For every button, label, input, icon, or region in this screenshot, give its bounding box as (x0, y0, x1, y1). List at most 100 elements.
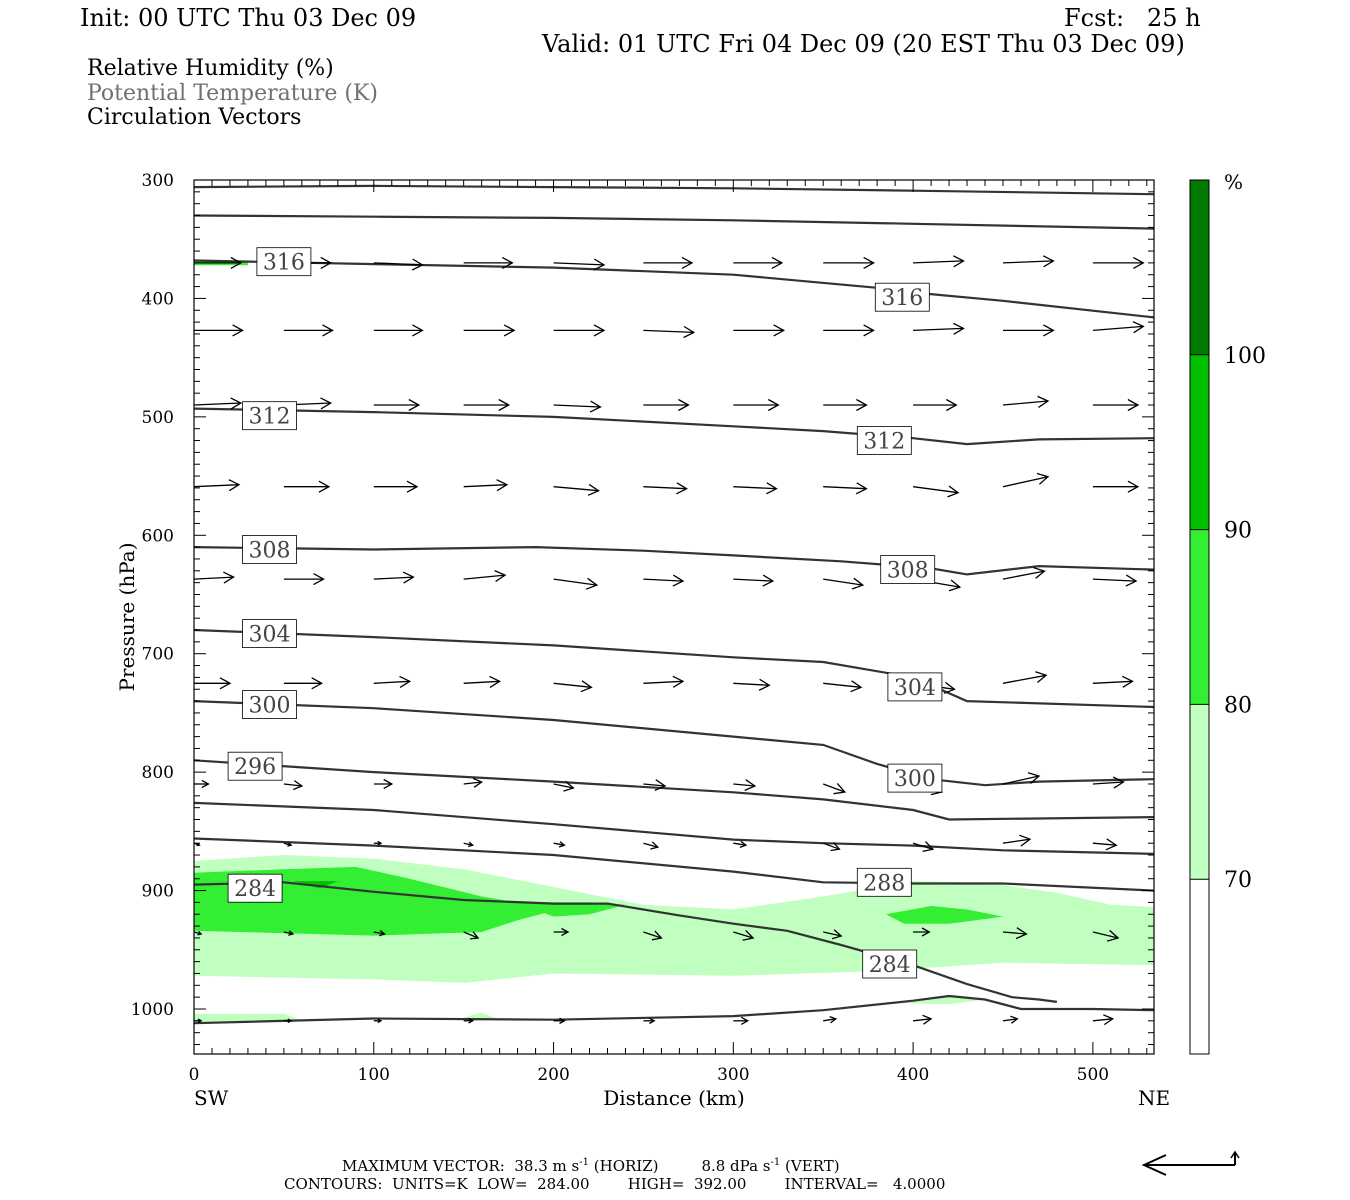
wind-vector (553, 1017, 566, 1025)
wind-vector (283, 842, 293, 847)
y-tick-label: 800 (142, 763, 174, 783)
wind-vector (823, 398, 868, 412)
wind-vector (1002, 772, 1041, 785)
wind-vector (463, 675, 502, 688)
theta-contour-318 (194, 214, 1154, 230)
wind-vector (733, 1016, 750, 1025)
colorbar-swatch (1190, 354, 1209, 530)
humidity-region-5 (517, 902, 626, 917)
svg-text:296: 296 (234, 755, 276, 780)
wind-vector (643, 325, 696, 339)
y-axis-label: Pressure (hPa) (115, 543, 139, 692)
svg-text:304: 304 (894, 676, 936, 701)
wind-vector (913, 398, 958, 412)
wind-vector (194, 571, 235, 584)
theta-contour-308 (194, 545, 1154, 576)
theta-label: 304 (242, 619, 297, 648)
wind-vector (553, 258, 606, 271)
footer-contours: CONTOURS: UNITS=K LOW= 284.00 HIGH= 392.… (284, 1175, 946, 1193)
theta-label: 284 (227, 873, 283, 903)
wind-vector (283, 1018, 293, 1024)
wind-vector (643, 779, 667, 791)
wind-vector (373, 324, 424, 337)
theta-contour-316 (194, 259, 1154, 319)
wind-vector (373, 840, 383, 846)
wind-vector (823, 482, 868, 495)
wind-vector (643, 256, 694, 269)
theta-label: 312 (242, 401, 297, 431)
wind-vector (553, 841, 566, 848)
wind-vector (463, 570, 507, 583)
wind-vector (733, 840, 748, 849)
colorbar-swatch (1190, 879, 1209, 1054)
humidity-region-4 (194, 866, 554, 936)
theta-label: 308 (242, 535, 297, 564)
wind-vector (1002, 671, 1048, 684)
legend-relative-humidity: Relative Humidity (%) (87, 56, 334, 81)
wind-vector (733, 398, 780, 412)
wind-vector (283, 324, 334, 337)
wind-vector (283, 677, 324, 690)
svg-text:304: 304 (249, 623, 291, 648)
wind-vector (913, 255, 965, 268)
theta-contour-304 (194, 628, 1154, 709)
wind-vector (1092, 480, 1140, 493)
axis-labels: 0 100 200 300 400 500 300 400 500 600 700 800 900 100… (131, 171, 1109, 1085)
theta-contour-300 (194, 700, 1154, 787)
wind-vector (1092, 776, 1125, 789)
axis-ticks (193, 179, 1154, 1054)
colorbar-level-label: 90 (1224, 519, 1252, 544)
x-tick-label: 300 (717, 1065, 749, 1085)
wind-vector (194, 479, 241, 492)
wind-vector (463, 841, 475, 848)
y-tick-label: 900 (142, 882, 174, 902)
colorbar-swatch (1190, 704, 1209, 880)
wind-vector (283, 573, 325, 586)
wind-vector (463, 931, 480, 940)
svg-text:288: 288 (863, 871, 905, 896)
colorbar-swatch (1190, 180, 1209, 355)
svg-text:300: 300 (249, 694, 291, 719)
svg-text:308: 308 (887, 559, 929, 584)
wind-vector (1092, 321, 1145, 334)
wind-vector (1092, 929, 1120, 942)
svg-text:312: 312 (863, 430, 905, 455)
wind-vector (194, 397, 243, 410)
wind-vector (823, 256, 875, 269)
wind-vector (553, 483, 600, 496)
wind-vector (913, 322, 965, 335)
wind-vector (194, 256, 243, 269)
theta-label: 308 (880, 555, 936, 584)
colorbar-unit: % (1224, 170, 1243, 194)
wind-vector (643, 675, 685, 688)
wind-vector (463, 1018, 475, 1024)
wind-vector (823, 1015, 838, 1024)
wind-vector (283, 780, 304, 791)
y-tick-label: 700 (142, 645, 174, 665)
wind-vector (553, 577, 599, 590)
theta-label: 316 (256, 247, 312, 277)
wind-vector (194, 324, 244, 337)
theta-label: 296 (227, 751, 283, 781)
y-tick-label: 600 (142, 526, 174, 546)
wind-vector (1092, 398, 1140, 412)
y-tick-label: 500 (142, 408, 174, 428)
wind-vector (373, 778, 394, 789)
wind-vector (733, 678, 771, 691)
wind-vector (733, 324, 786, 337)
wind-vector (1092, 256, 1145, 269)
theta-contour-284 (194, 881, 1058, 1003)
wind-vector (1002, 395, 1050, 408)
theta-contour-280 (194, 994, 1154, 1025)
colorbar-level-label: 70 (1224, 868, 1252, 893)
init-time: Init: 00 UTC Thu 03 Dec 09 (80, 4, 417, 32)
wind-vector (373, 571, 415, 584)
theta-label: 316 (874, 282, 930, 312)
svg-text:316: 316 (263, 251, 305, 276)
wind-vector (643, 398, 690, 412)
x-axis-label: Distance (km) (603, 1086, 745, 1110)
wind-vector (373, 480, 419, 493)
wind-vector (283, 930, 295, 936)
wind-vector (553, 680, 593, 693)
wind-vector (463, 324, 516, 337)
